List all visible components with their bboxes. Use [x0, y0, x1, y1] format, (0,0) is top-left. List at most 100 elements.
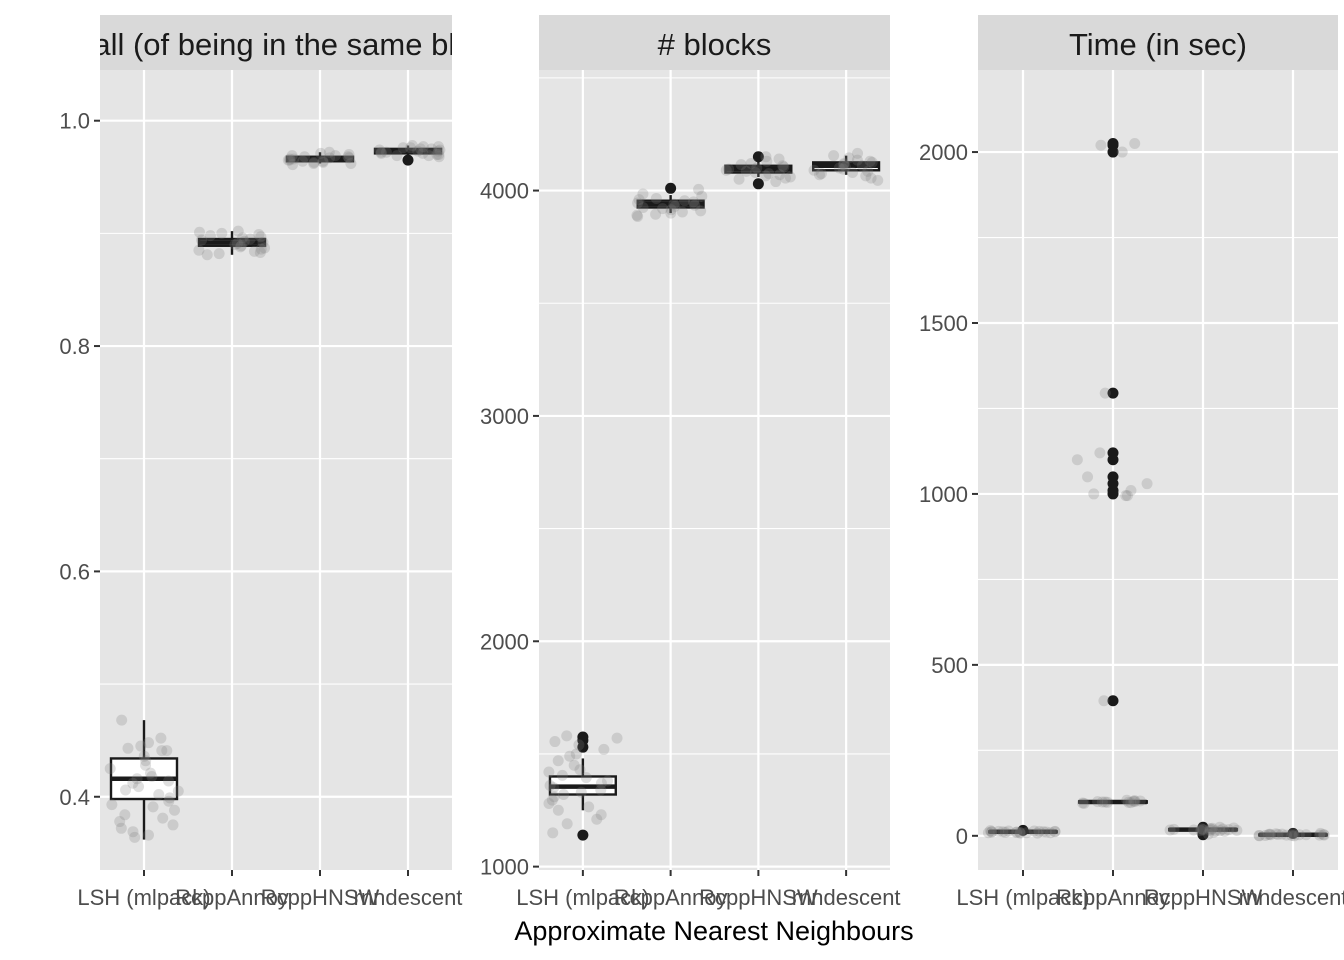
jitter-point	[1288, 830, 1300, 842]
jitter-point	[1128, 795, 1140, 807]
y-tick-label: 500	[931, 653, 968, 678]
panel-background	[100, 70, 452, 870]
jitter-point	[1141, 478, 1153, 490]
outlier-point	[1107, 138, 1119, 150]
jitter-point	[1214, 825, 1226, 837]
jitter-point	[375, 146, 387, 158]
jitter-point	[167, 819, 179, 831]
outlier-point	[1197, 821, 1209, 833]
y-tick-label: 4000	[480, 179, 529, 204]
jitter-point	[1011, 826, 1023, 838]
jitter-point	[1265, 829, 1277, 841]
jitter-point	[780, 172, 792, 184]
outlier-point	[752, 178, 764, 190]
jitter-point	[583, 801, 595, 813]
jitter-point	[872, 174, 884, 186]
jitter-point	[140, 759, 152, 771]
jitter-point	[1134, 795, 1146, 807]
jitter-point	[838, 158, 850, 170]
jitter-point	[1028, 825, 1040, 837]
jitter-point	[308, 158, 320, 170]
jitter-point	[679, 195, 691, 207]
jitter-point	[549, 736, 561, 748]
x-tick-label: LSH (mlpack)	[516, 885, 649, 910]
jitter-point	[1276, 828, 1288, 840]
jitter-point	[248, 245, 260, 257]
jitter-point	[284, 154, 296, 166]
jitter-point	[1116, 146, 1128, 158]
jitter-point	[688, 196, 700, 208]
jitter-point	[146, 770, 158, 782]
jitter-point	[843, 152, 855, 164]
jitter-point	[343, 149, 355, 161]
jitter-point	[345, 158, 357, 170]
boxplot-3	[724, 151, 793, 190]
boxplot-2	[1078, 138, 1148, 805]
facet-title: # blocks	[658, 27, 772, 62]
jitter-point	[1033, 825, 1045, 837]
jitter-point	[1214, 821, 1226, 833]
jitter-point	[665, 207, 677, 219]
jitter-point	[397, 142, 409, 154]
jitter-point	[343, 152, 355, 164]
jitter-point	[556, 769, 568, 781]
jitter-point	[1077, 797, 1089, 809]
jitter-point	[156, 745, 168, 757]
jitter-point	[561, 730, 573, 742]
jitter-point	[433, 149, 445, 161]
jitter-point	[1287, 828, 1299, 840]
jitter-point	[1210, 825, 1222, 837]
boxplot-2	[197, 231, 267, 255]
jitter-point	[808, 164, 820, 176]
jitter-point	[1014, 827, 1026, 839]
y-tick-label: 0	[956, 824, 968, 849]
jitter-point	[745, 158, 757, 170]
facet-3: Time (in sec) 0 500 1000 1500 2000 LSH (mlpack…	[919, 15, 1344, 910]
x-tick-label: rnndescent	[1239, 885, 1344, 910]
strip-background	[978, 15, 1338, 70]
jitter-point	[778, 161, 790, 173]
jitter-point	[598, 743, 610, 755]
panel-plot-area	[978, 70, 1338, 870]
jitter-point	[1217, 823, 1229, 835]
jitter-point	[1263, 828, 1275, 840]
jitter-point	[1195, 825, 1207, 837]
jitter-point	[1272, 828, 1284, 840]
jitter-point	[733, 173, 745, 185]
jitter-point	[657, 203, 669, 215]
jitter-point	[234, 241, 246, 253]
jitter-point	[637, 188, 649, 200]
jitter-point	[1014, 826, 1026, 838]
jitter-point	[380, 146, 392, 158]
jitter-point	[282, 154, 294, 166]
jitter-point	[749, 167, 761, 179]
jitter-point	[570, 748, 582, 760]
panel-background	[978, 70, 1338, 870]
jitter-point	[1082, 471, 1094, 483]
jitter-point	[114, 816, 126, 828]
x-tick-label: RcppHNSW	[699, 885, 818, 910]
outlier-point	[1107, 471, 1119, 483]
x-tick-label: RcppAnnoy	[614, 885, 728, 910]
x-tick-label: RcppAnnoy	[175, 885, 289, 910]
jitter-point	[1099, 796, 1111, 808]
jitter-point	[317, 155, 329, 167]
jitter-point	[997, 826, 1009, 838]
jitter-point	[129, 831, 141, 843]
jitter-point	[1129, 138, 1141, 150]
jitter-point	[633, 194, 645, 206]
jitter-point	[342, 151, 354, 163]
jitter-point	[131, 773, 143, 785]
jitter-point	[751, 162, 763, 174]
jitter-point	[432, 145, 444, 157]
jitter-point	[839, 161, 851, 173]
jitter-point	[163, 775, 175, 787]
jitter-point	[127, 777, 139, 789]
jitter-point	[770, 176, 782, 188]
jitter-point	[391, 150, 403, 162]
jitter-point	[1101, 796, 1113, 808]
jitter-point	[777, 160, 789, 172]
jitter-point	[1010, 826, 1022, 838]
jitter-point	[760, 151, 772, 163]
panel-plot-area	[539, 70, 890, 870]
